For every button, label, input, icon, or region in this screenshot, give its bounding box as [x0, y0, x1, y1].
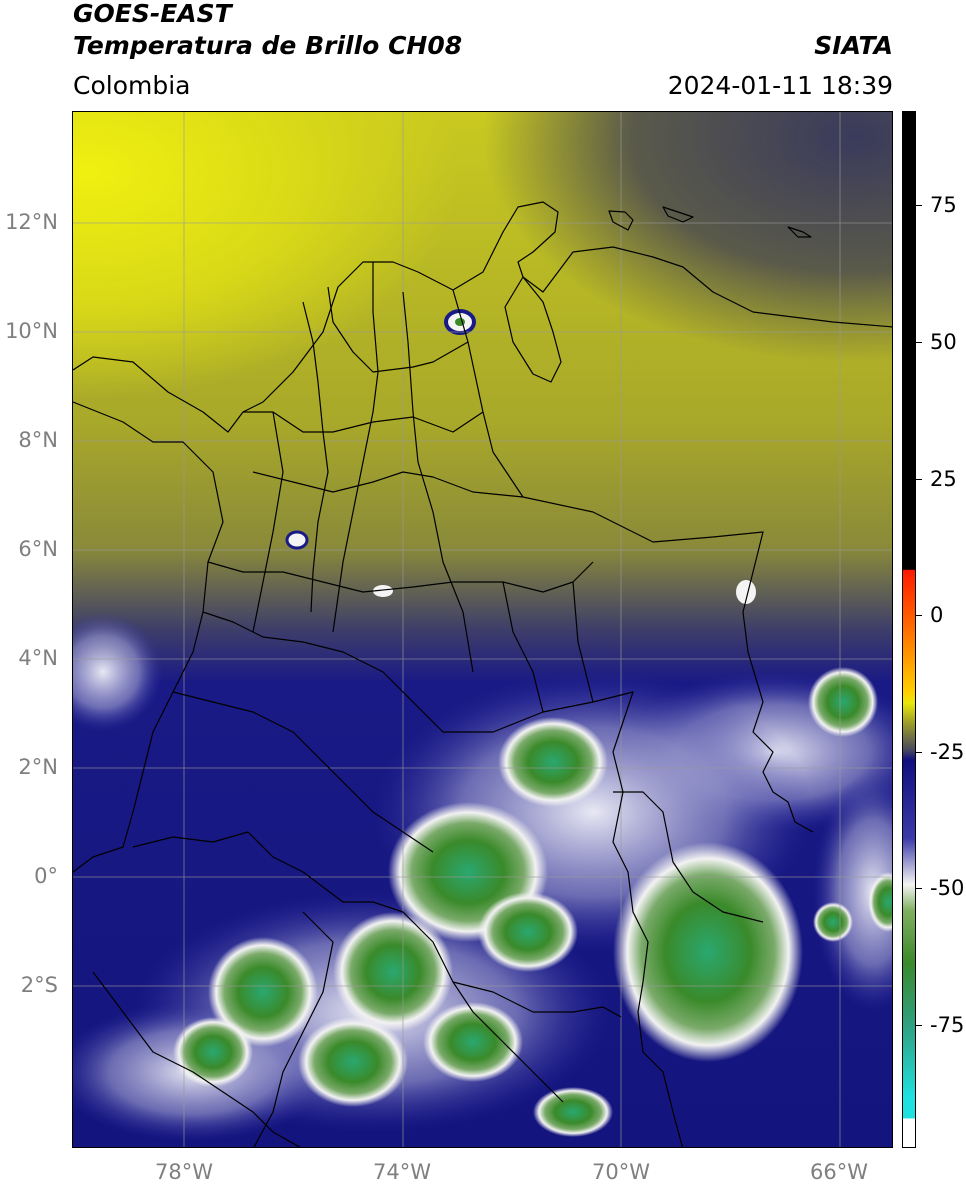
colorbar-label-25: 25 [930, 467, 957, 491]
colorbar [902, 111, 916, 1148]
colorbar-label-minus25: -25 [930, 740, 965, 764]
lat-label-6n: 6°N [18, 537, 58, 561]
map-canvas [73, 112, 892, 1147]
colorbar-tick [916, 1025, 922, 1026]
timestamp-label: 2024-01-11 18:39 [667, 71, 893, 100]
colorbar-gradient [903, 112, 915, 1147]
lat-label-2n: 2°N [18, 755, 58, 779]
colorbar-label-0: 0 [930, 603, 944, 627]
colorbar-label-minus50: -50 [930, 876, 965, 900]
colorbar-tick [916, 205, 922, 206]
lon-label-70w: 70°W [592, 1160, 650, 1184]
product-title: Temperatura de Brillo CH08 [73, 31, 463, 60]
lat-label-4n: 4°N [18, 646, 58, 670]
lat-label-12n: 12°N [5, 210, 58, 234]
colorbar-tick [916, 615, 922, 616]
brand-label: SIATA [814, 31, 893, 60]
colorbar-tick [916, 479, 922, 480]
colorbar-label-50: 50 [930, 330, 957, 354]
lat-label-10n: 10°N [5, 319, 58, 343]
region-label: Colombia [73, 71, 191, 100]
colorbar-tick [916, 752, 922, 753]
lat-label-8n: 8°N [18, 428, 58, 452]
lon-label-74w: 74°W [373, 1160, 431, 1184]
lon-label-66w: 66°W [810, 1160, 868, 1184]
lon-label-78w: 78°W [155, 1160, 213, 1184]
colorbar-label-75: 75 [930, 193, 957, 217]
satellite-title: GOES-EAST [73, 0, 232, 28]
lat-label-2s: 2°S [20, 973, 58, 997]
lat-label-0: 0° [34, 864, 58, 888]
colorbar-label-minus75: -75 [930, 1013, 965, 1037]
colorbar-tick [916, 342, 922, 343]
colorbar-tick [916, 888, 922, 889]
satellite-map[interactable] [72, 111, 893, 1148]
